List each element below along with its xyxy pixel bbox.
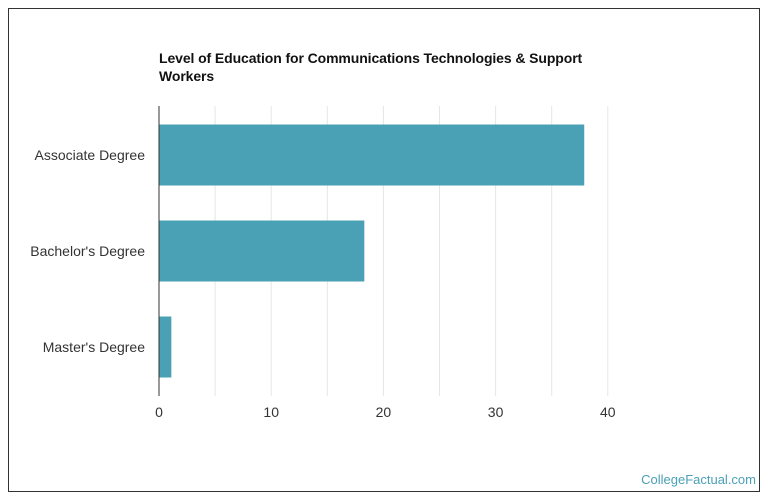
category-label: Bachelor's Degree xyxy=(30,243,145,259)
bar-3 xyxy=(159,316,172,378)
x-tick-label: 0 xyxy=(155,404,163,420)
category-label: Master's Degree xyxy=(43,339,145,355)
chart-title: Level of Education for Communications Te… xyxy=(159,50,583,84)
chart-frame xyxy=(8,8,760,492)
bar-2 xyxy=(159,220,365,282)
category-label: Associate Degree xyxy=(34,147,145,163)
x-tick-label: 20 xyxy=(376,404,392,420)
bar-1 xyxy=(159,124,585,186)
x-tick-label: 40 xyxy=(600,404,616,420)
x-tick-label: 10 xyxy=(263,404,279,420)
x-tick-label: 30 xyxy=(488,404,504,420)
brand-link[interactable]: CollegeFactual.com xyxy=(641,472,756,487)
